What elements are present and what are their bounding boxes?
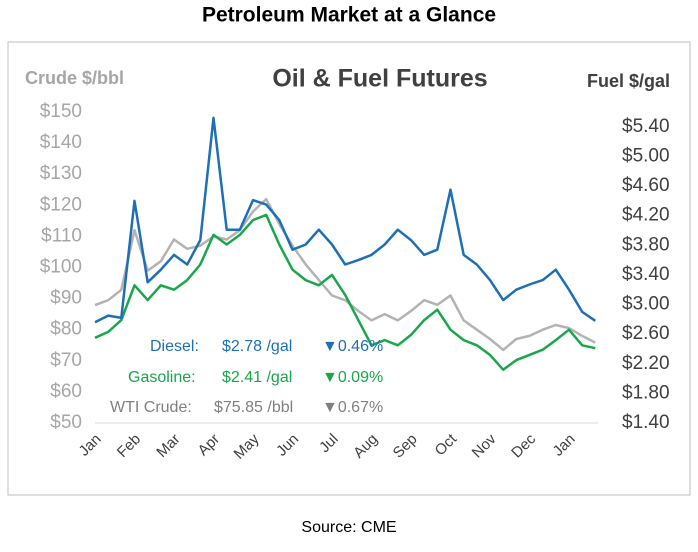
y-tick-label: $100 [40, 257, 82, 278]
y-tick-label: $80 [50, 319, 82, 340]
y2-tick-label: $5.00 [622, 145, 670, 166]
annotation-label: Diesel: [150, 338, 199, 355]
y2-tick-label: $4.20 [622, 205, 670, 226]
x-tick-label: Apr [195, 431, 224, 460]
annotation-label: Gasoline: [128, 369, 196, 386]
annotation-change: ▼0.46% [322, 338, 383, 355]
source: Source: CME [301, 519, 396, 536]
x-tick-label: Jan [76, 431, 105, 460]
y-tick-label: $90 [50, 288, 82, 309]
y-tick-label: $120 [40, 194, 82, 215]
annotation-change: ▼0.09% [322, 369, 383, 386]
series-line [94, 116, 597, 324]
y-tick-label: $70 [50, 350, 82, 371]
annotation-change: ▼0.67% [322, 399, 383, 416]
annotation-price: $75.85 /bbl [214, 399, 293, 416]
y-tick-label: $110 [41, 225, 82, 246]
y2-tick-label: $3.40 [622, 264, 670, 285]
x-tick-label: May [231, 430, 263, 462]
chart-frame [7, 41, 691, 496]
x-tick-label: Sep [390, 431, 421, 462]
y-axis-label: Crude $/bbl [25, 68, 124, 88]
x-tick-label: Dec [508, 430, 539, 461]
x-tick-label: Feb [114, 431, 144, 461]
y-tick-label: $50 [50, 412, 82, 433]
y-tick-label: $130 [40, 163, 82, 184]
y2-axis-label: Fuel $/gal [587, 71, 670, 91]
annotation-price: $2.41 /gal [222, 369, 292, 386]
y2-tick-label: $1.80 [622, 382, 670, 403]
x-tick-label: Jun [273, 431, 302, 460]
x-tick-label: Oct [432, 430, 461, 459]
x-tick-label: Aug [350, 431, 381, 462]
y2-tick-label: $3.00 [622, 294, 670, 315]
x-tick-label: Jan [550, 431, 579, 460]
y2-tick-label: $2.20 [622, 353, 670, 374]
y2-tick-label: $1.40 [622, 412, 670, 433]
x-tick-label: Mar [153, 431, 183, 461]
y2-tick-label: $2.60 [622, 323, 670, 344]
series-line [94, 213, 596, 371]
y-tick-label: $60 [50, 381, 82, 402]
series-line [94, 197, 596, 352]
annotation-label: WTI Crude: [110, 399, 192, 416]
x-tick-label: Nov [469, 430, 500, 461]
y2-tick-label: $5.40 [622, 116, 670, 137]
y-tick-label: $150 [40, 101, 82, 122]
y2-tick-label: $4.60 [622, 175, 670, 196]
page-title: Petroleum Market at a Glance [202, 4, 496, 27]
x-tick-label: Jul [316, 431, 342, 457]
y2-tick-label: $3.80 [622, 234, 670, 255]
y-tick-label: $140 [40, 132, 82, 153]
annotation-price: $2.78 /gal [222, 338, 292, 355]
chart-title: Oil & Fuel Futures [272, 65, 487, 93]
